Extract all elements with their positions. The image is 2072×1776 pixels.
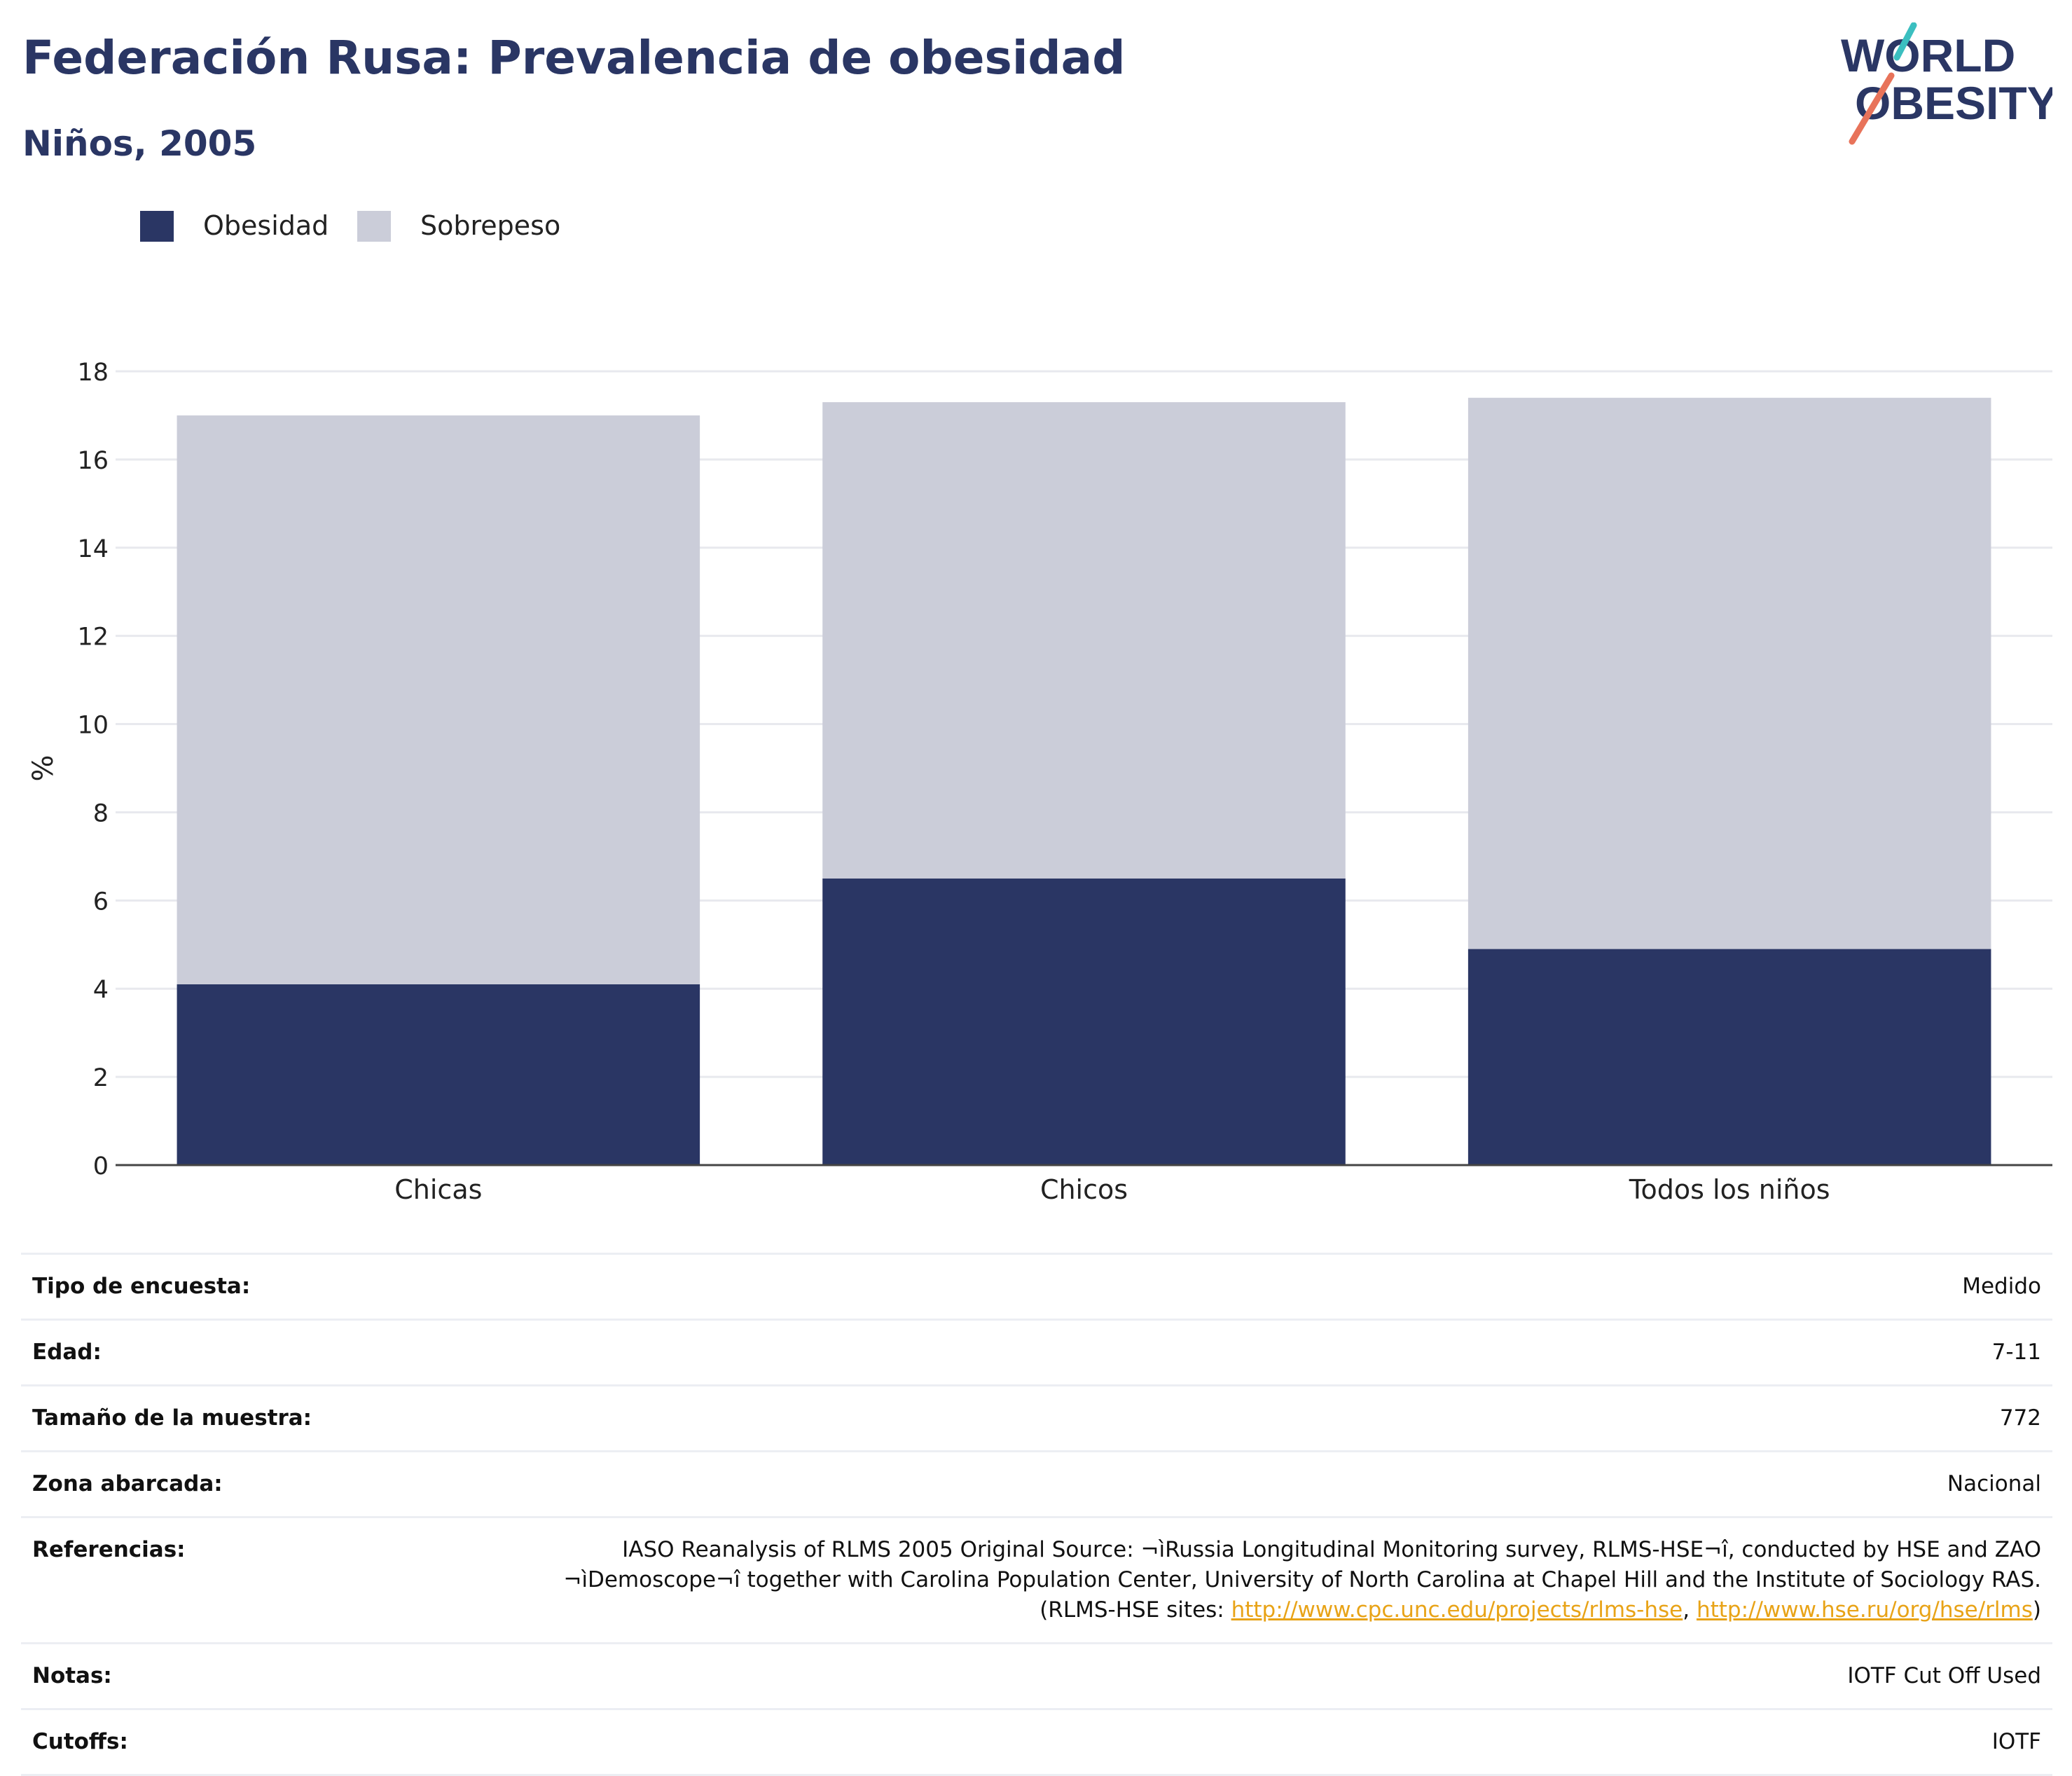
references-text-line1: IASO Reanalysis of RLMS 2005 Original So… [622, 1537, 2041, 1562]
references-text-prefix: (RLMS-HSE sites: [1040, 1597, 1231, 1623]
info-value: 7-11 [1991, 1340, 2041, 1365]
legend-swatch-sobrepeso [357, 211, 391, 242]
info-label: Referencias: [32, 1537, 186, 1562]
y-tick-label: 12 [77, 624, 109, 652]
info-value: IOTF [1991, 1729, 2041, 1754]
references-text-suffix: ) [2032, 1597, 2041, 1623]
y-tick-label: 0 [93, 1152, 109, 1180]
info-row-cutoffs: Cutoffs: IOTF [21, 1710, 2052, 1776]
x-tick-label: Todos los niños [1629, 1174, 1830, 1205]
y-tick-label: 6 [93, 888, 109, 916]
logo-text-world: WORLD [1841, 29, 2015, 81]
info-row-area: Zona abarcada: Nacional [21, 1452, 2052, 1518]
world-obesity-logo: WORLD OBESITY [1835, 22, 2058, 149]
legend-label-obesidad: Obesidad [203, 210, 329, 241]
reference-link-hse[interactable]: http://www.hse.ru/org/hse/rlms [1696, 1597, 2033, 1623]
info-label: Tipo de encuesta: [32, 1274, 251, 1299]
references-text-line2: ¬ìDemoscope¬î together with Carolina Pop… [563, 1567, 2041, 1592]
stacked-bar-chart: 0 2 4 6 8 10 12 14 16 18% Chicas Chicos Todos los ni… [27, 359, 2052, 1205]
bar-sobrepeso [822, 402, 1346, 879]
info-value: 772 [1999, 1405, 2041, 1431]
info-label: Edad: [32, 1340, 102, 1365]
references-separator: , [1683, 1597, 1697, 1623]
y-tick-label: 16 [77, 447, 109, 475]
info-label: Zona abarcada: [32, 1471, 223, 1496]
y-tick-label: 14 [77, 535, 109, 563]
survey-info-table: Tipo de encuesta: Medido Edad: 7-11 Tama… [21, 1253, 2052, 1776]
bar-obesidad [177, 984, 700, 1165]
info-label: Cutoffs: [32, 1729, 128, 1754]
references-value: IASO Reanalysis of RLMS 2005 Original So… [563, 1535, 2041, 1625]
info-value: Nacional [1947, 1471, 2041, 1496]
info-row-age: Edad: 7-11 [21, 1321, 2052, 1386]
y-tick-label: 2 [93, 1064, 109, 1092]
page-subtitle: Niños, 2005 [22, 123, 257, 164]
x-tick-label: Chicas [394, 1174, 482, 1205]
bar-sobrepeso [1467, 397, 1991, 949]
bar-obesidad [1467, 949, 1991, 1165]
legend-swatch-obesidad [140, 211, 174, 242]
info-label: Tamaño de la muestra: [32, 1405, 312, 1431]
y-tick-label: 18 [77, 359, 109, 387]
legend-label-sobrepeso: Sobrepeso [420, 210, 561, 241]
y-tick-label: 8 [93, 799, 109, 827]
world-obesity-logo-graphic: WORLD OBESITY [1841, 22, 2058, 145]
reference-link-cpc[interactable]: http://www.cpc.unc.edu/projects/rlms-hse [1231, 1597, 1683, 1623]
bar-sobrepeso [177, 415, 700, 984]
info-value: Medido [1962, 1274, 2041, 1299]
info-row-sample-size: Tamaño de la muestra: 772 [21, 1386, 2052, 1452]
y-axis-label: % [27, 755, 60, 781]
info-row-notes: Notas: IOTF Cut Off Used [21, 1644, 2052, 1710]
logo-coral-slash [1849, 72, 1895, 145]
info-value: IOTF Cut Off Used [1847, 1663, 2041, 1688]
bar-obesidad [822, 878, 1346, 1165]
logo-teal-slash [1893, 22, 1917, 61]
y-tick-label: 10 [77, 712, 109, 740]
info-row-survey-type: Tipo de encuesta: Medido [21, 1255, 2052, 1321]
info-row-references: Referencias: IASO Reanalysis of RLMS 200… [21, 1518, 2052, 1644]
y-tick-label: 4 [93, 976, 109, 1004]
info-label: Notas: [32, 1663, 112, 1688]
page-title: Federación Rusa: Prevalencia de obesidad [22, 31, 1126, 85]
x-tick-label: Chicos [1040, 1174, 1128, 1205]
